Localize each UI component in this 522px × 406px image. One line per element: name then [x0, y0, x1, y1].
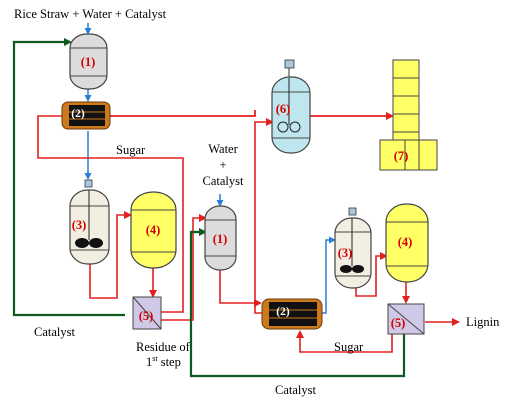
reactor3b-to-tank4b-stream: [355, 252, 388, 297]
lignin-label: Lignin: [466, 315, 500, 329]
feed-label: Rice Straw + Water + Catalyst: [14, 7, 167, 21]
fermenter-6-label: (6): [276, 102, 291, 116]
impeller-icon: [75, 238, 103, 248]
separator-5b-label: (5): [391, 316, 406, 330]
reactor-1a-label: (1): [81, 55, 96, 69]
plus-label: +: [219, 158, 226, 172]
residue-label-line2: 1st step: [146, 354, 181, 369]
tank-4b-label: (4): [398, 235, 413, 249]
catalyst-label-bottom: Catalyst: [275, 383, 316, 397]
reactor3a-to-tank4a-stream: [89, 211, 132, 299]
impeller-icon: [340, 265, 364, 273]
filter2b-to-fermenter-stream: [254, 118, 274, 314]
sugar-label-2: Sugar: [334, 340, 364, 354]
stirred-reactor-3a-label: (3): [72, 218, 87, 232]
reactor-1b-label: (1): [213, 232, 228, 246]
reactor1b-to-filter2b-stream: [219, 270, 262, 307]
filter-2b-label: (2): [276, 306, 290, 318]
catalyst-recycle-stream-1: [12, 38, 125, 317]
stirred-reactor-3b-label: (3): [338, 246, 353, 260]
catalyst-recycle-stream-2: [189, 228, 406, 378]
filter2b-to-reactor3b-stream: [322, 236, 336, 314]
separator-5a-label: (5): [139, 309, 154, 323]
filter-2b[interactable]: (2): [261, 298, 323, 330]
stirred-reactor-3b[interactable]: (3): [334, 207, 372, 289]
distillation-column-7[interactable]: (7): [379, 59, 438, 171]
column-7-label: (7): [394, 149, 409, 163]
sugar-to-fermenter-stream: [110, 110, 256, 117]
catalyst-input-label: Catalyst: [203, 174, 244, 188]
separator5a-return-stream: [160, 214, 207, 321]
separator5b-sugar-stream: [296, 330, 393, 353]
reactor-1a[interactable]: (1): [69, 33, 108, 90]
tank-4a[interactable]: (4): [130, 191, 177, 269]
tank-4a-label: (4): [146, 223, 161, 237]
filter-2a-label: (2): [71, 108, 85, 120]
impeller-icon: [277, 121, 301, 133]
residue-label-line1: Residue of: [136, 340, 191, 354]
reactor-1b[interactable]: (1): [204, 205, 237, 271]
stirred-reactor-3a[interactable]: (3): [69, 179, 110, 265]
catalyst-label-left: Catalyst: [34, 325, 75, 339]
fermenter-6[interactable]: (6): [271, 59, 311, 154]
sugar-label-1: Sugar: [116, 143, 146, 157]
separator-5b[interactable]: (5): [387, 303, 425, 335]
water-label: Water: [208, 142, 238, 156]
filter2-recycle-stream: [37, 115, 184, 313]
separator-5a[interactable]: (5): [132, 296, 162, 330]
filter-2a[interactable]: (2): [61, 101, 111, 130]
tank-4b[interactable]: (4): [385, 203, 429, 283]
